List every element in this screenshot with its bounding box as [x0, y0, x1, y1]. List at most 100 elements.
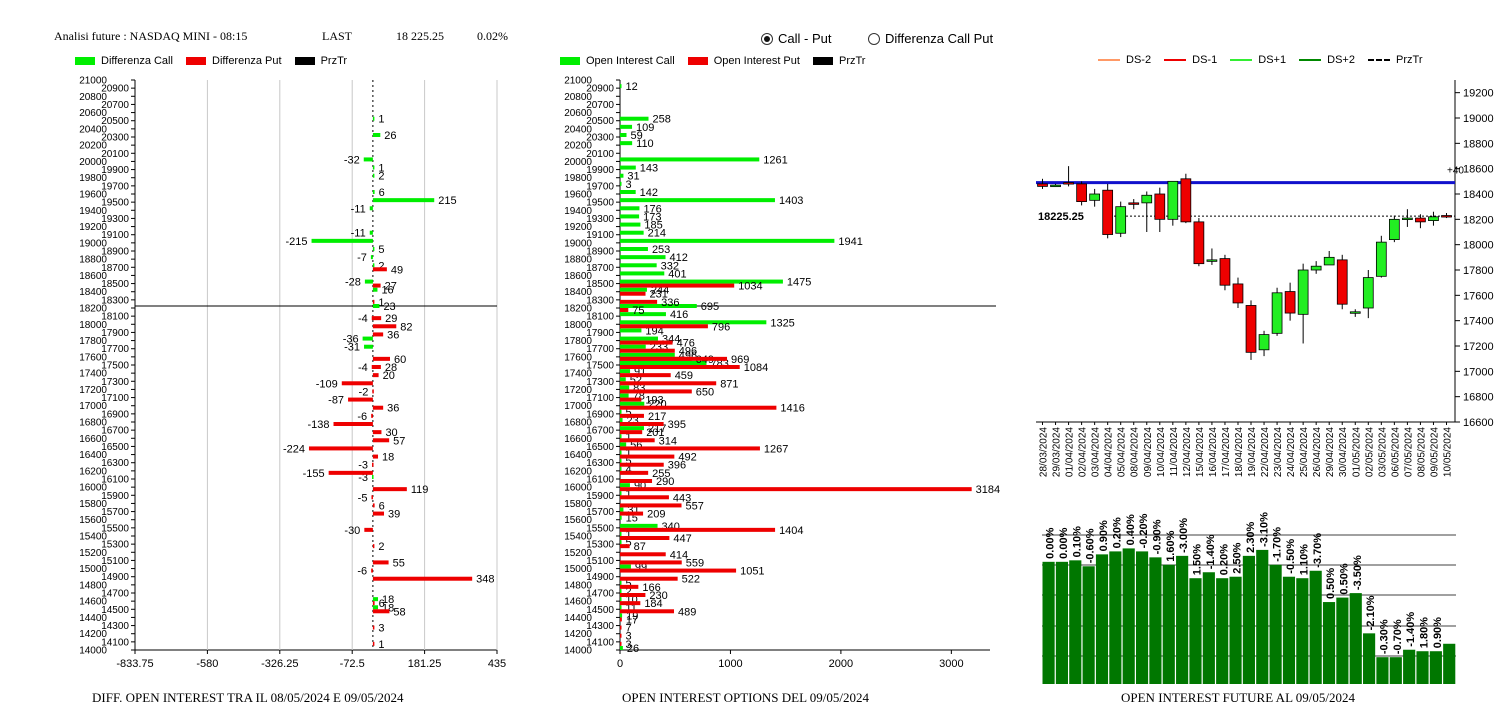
call-bar — [364, 344, 373, 349]
call-bar — [620, 540, 622, 545]
call-value-label: 5 — [626, 537, 632, 549]
call-value-label: 6 — [379, 187, 385, 199]
call-bar — [620, 124, 633, 129]
radio-call-put[interactable]: Call - Put — [761, 31, 831, 46]
put-bar — [372, 625, 375, 630]
call-value-label: 401 — [668, 268, 686, 280]
y-tick-label: 14300 — [586, 621, 614, 632]
call-value-label: 217 — [648, 423, 666, 435]
y-tick-label: 20000 — [79, 157, 107, 168]
call-bar — [620, 181, 622, 186]
future-oi-label: -0.70% — [1392, 619, 1404, 654]
call-value-label: 5 — [626, 407, 632, 419]
y-tick-label: 18500 — [101, 279, 129, 290]
call-value-label: 23 — [383, 301, 395, 313]
y-tick-label: 19400 — [79, 206, 107, 217]
y-tick-label: 14500 — [586, 605, 614, 616]
put-bar — [372, 365, 381, 369]
date-label: 26/04/2024 — [1312, 427, 1323, 477]
call-value-label: 1403 — [779, 195, 803, 207]
future-oi-label: 1.80% — [1419, 617, 1431, 648]
date-label: 02/04/2024 — [1078, 427, 1089, 477]
future-oi-bar — [1109, 551, 1122, 684]
put-value-label: 82 — [400, 321, 412, 333]
call-bar — [620, 190, 636, 194]
call-bar — [372, 605, 379, 610]
y-tick-label: 19900 — [586, 165, 614, 176]
y-tick-label: 15400 — [564, 532, 592, 543]
future-oi-bar — [1042, 561, 1055, 684]
y-tick-label: 14400 — [79, 613, 107, 624]
y-tick-label: 15500 — [586, 523, 614, 534]
call-bar — [620, 369, 631, 374]
call-bar — [620, 255, 666, 260]
future-oi-label: 0.40% — [1125, 514, 1137, 545]
candle-body — [1441, 215, 1452, 218]
put-bar — [620, 373, 671, 378]
candle-body — [1219, 258, 1231, 286]
call-bar — [620, 287, 647, 292]
y-tick-label: 18900 — [586, 247, 614, 258]
call-value-label: -32 — [344, 154, 360, 166]
put-bar — [620, 381, 717, 386]
put-value-label: 1051 — [740, 566, 764, 578]
y-tick-label: 18800 — [564, 255, 592, 266]
put-value-label: 217 — [648, 411, 666, 423]
call-bar — [620, 263, 657, 268]
put-value-label: 2 — [378, 541, 384, 553]
candle-body — [1193, 221, 1205, 265]
put-bar — [620, 397, 642, 402]
call-bar — [370, 255, 373, 260]
call-value-label: 214 — [648, 228, 666, 240]
put-value-label: 39 — [388, 509, 400, 521]
y-tick-label: 20600 — [79, 108, 107, 119]
y-tick-label: 20700 — [586, 100, 614, 111]
x-tick-label: -72.5 — [340, 658, 365, 670]
y-tick-label: 18800 — [79, 255, 107, 266]
y-tick-label: 16600 — [564, 434, 592, 445]
call-value-label: 194 — [645, 325, 663, 337]
put-bar — [333, 422, 373, 426]
call-bar — [620, 597, 622, 602]
y-tick-label: 20200 — [79, 141, 107, 152]
y-tick-label: 15000 — [79, 564, 107, 575]
future-oi-label: 0.10% — [1071, 526, 1083, 557]
call-bar — [620, 312, 666, 317]
future-oi-label: 0.20% — [1111, 517, 1123, 548]
price-tick-label: 19000 — [1463, 113, 1494, 125]
put-bar — [620, 405, 777, 410]
put-bar — [620, 462, 664, 467]
candle-body — [1167, 180, 1179, 220]
put-value-label: 193 — [645, 395, 663, 407]
radio-selected-icon[interactable] — [761, 33, 773, 45]
call-bar — [620, 84, 622, 89]
future-oi-label: 2.30% — [1245, 521, 1257, 552]
instrument-title: Analisi future : NASDAQ MINI - 08:15 — [54, 29, 248, 43]
y-tick-label: 15100 — [586, 556, 614, 567]
date-label: 15/04/2024 — [1195, 427, 1206, 477]
put-bar — [620, 560, 682, 565]
y-tick-label: 15900 — [586, 491, 614, 502]
y-tick-label: 15700 — [101, 507, 129, 518]
put-value-label: 30 — [385, 427, 397, 439]
put-value-label: 1084 — [744, 362, 768, 374]
y-tick-label: 20200 — [564, 141, 592, 152]
y-tick-label: 15800 — [564, 499, 592, 510]
y-tick-label: 16700 — [586, 426, 614, 437]
put-value-label: 75 — [632, 305, 644, 317]
y-tick-label: 20400 — [564, 124, 592, 135]
candle-body — [1076, 183, 1087, 203]
call-bar — [620, 409, 622, 414]
y-tick-label: 17800 — [564, 336, 592, 347]
candle-body — [1297, 269, 1309, 315]
change-percent: 0.02% — [477, 29, 508, 43]
put-bar — [371, 495, 373, 500]
future-oi-bar — [1162, 564, 1175, 684]
call-value-label: 1 — [626, 488, 632, 500]
call-bar — [620, 385, 630, 390]
radio-unselected-icon[interactable] — [868, 33, 880, 45]
date-label: 22/04/2024 — [1260, 427, 1271, 477]
radio-differenza[interactable]: Differenza Call Put — [868, 31, 993, 46]
date-label: 12/04/2024 — [1182, 427, 1193, 477]
put-bar — [371, 316, 374, 321]
